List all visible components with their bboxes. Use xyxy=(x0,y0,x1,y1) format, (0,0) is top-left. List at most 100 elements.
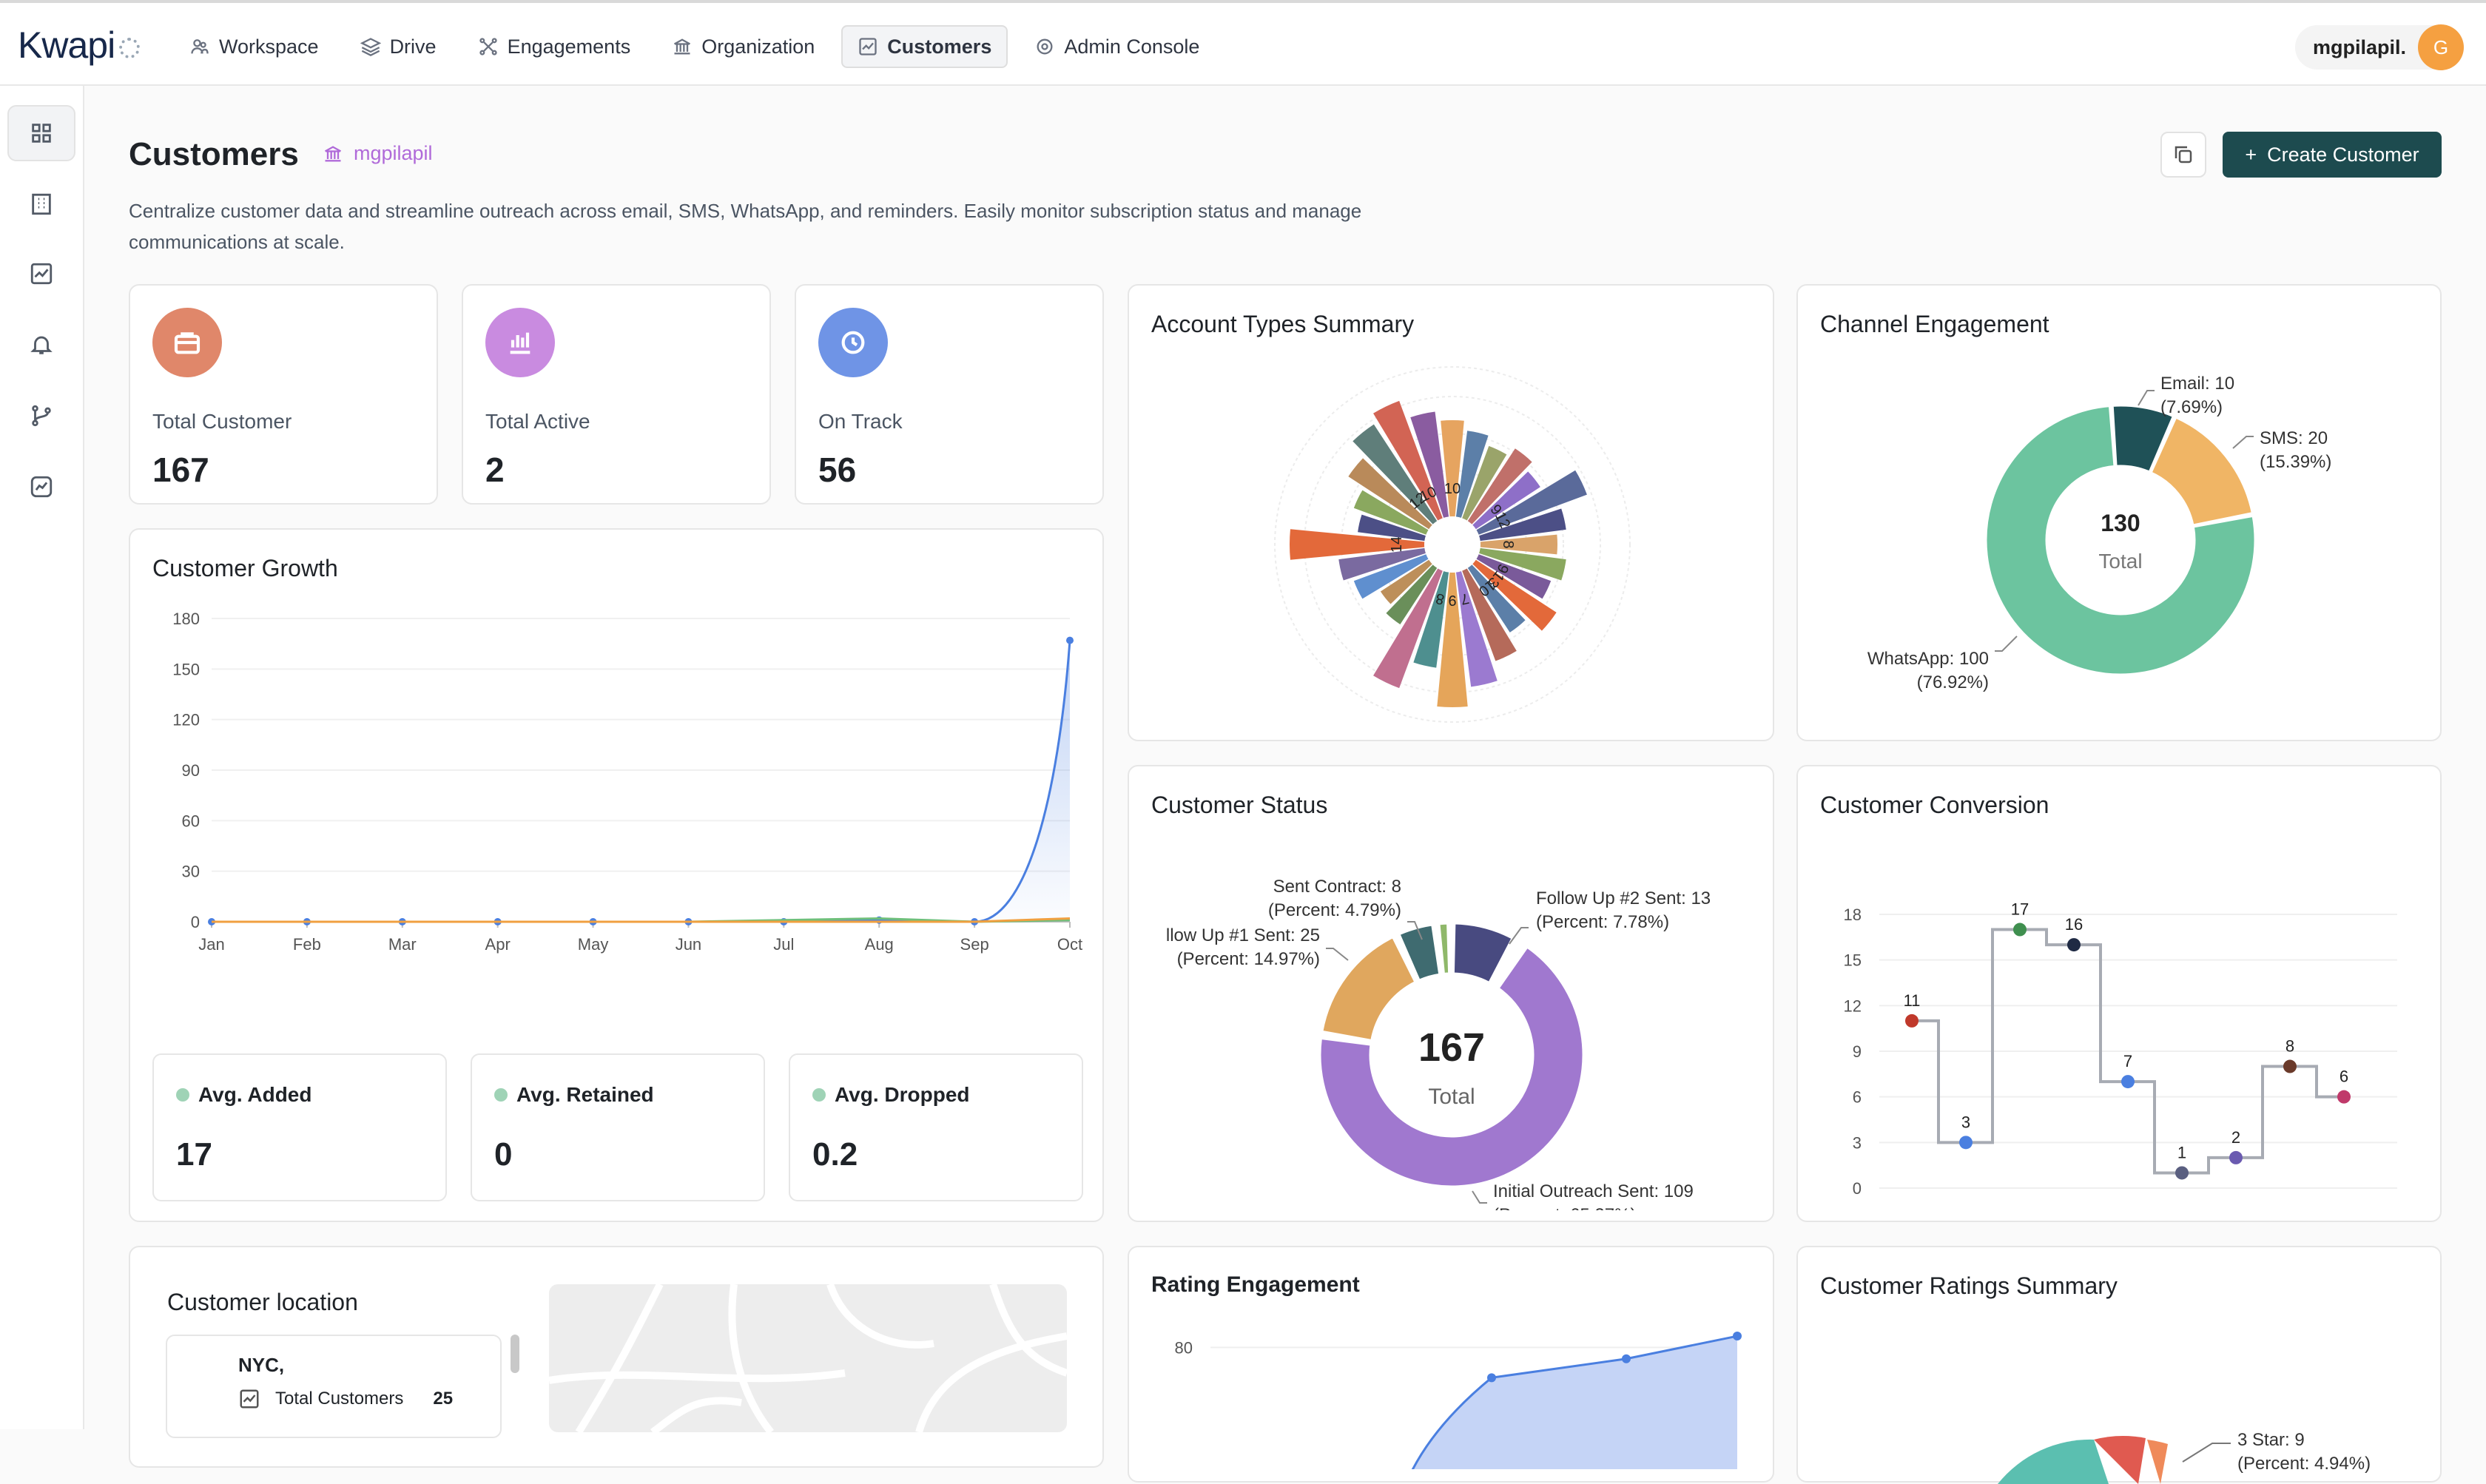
data-point xyxy=(2175,1166,2189,1180)
app-logo[interactable]: Kwapi xyxy=(18,24,141,67)
stat-icon xyxy=(152,308,222,377)
y-tick-label: 3 xyxy=(1853,1133,1862,1152)
location-city: NYC, xyxy=(238,1354,285,1376)
org-link[interactable]: mgpilapil xyxy=(323,142,433,165)
sidebar-dashboard[interactable] xyxy=(7,105,75,161)
sidebar-branches[interactable] xyxy=(7,388,75,444)
polar-bar xyxy=(1353,424,1438,525)
map-view[interactable] xyxy=(549,1284,1067,1432)
clock-icon xyxy=(841,331,865,354)
location-item[interactable]: NYC, Total Customers 25 xyxy=(166,1335,502,1438)
nav-label: Workspace xyxy=(219,35,319,58)
data-label: 7 xyxy=(2123,1052,2132,1070)
polar-bar xyxy=(1455,571,1498,687)
donut-slice xyxy=(1438,922,1451,976)
donut-slice xyxy=(1321,936,1417,1042)
page-title: Customers xyxy=(129,136,299,172)
x-tick-label: Oct xyxy=(1057,935,1082,954)
layers-icon xyxy=(360,38,381,56)
nav-label: Admin Console xyxy=(1064,35,1200,58)
nav-admin-console[interactable]: Admin Console xyxy=(1020,25,1214,68)
data-point xyxy=(2067,938,2081,952)
polar-bar xyxy=(1467,448,1532,525)
slice-pct: (Percent: 14.97%) xyxy=(1177,949,1320,969)
nav-workspace[interactable]: Workspace xyxy=(175,25,334,68)
polar-bar xyxy=(1467,564,1526,633)
polar-bar xyxy=(1386,564,1438,624)
rating-engagement-chart[interactable]: 80 xyxy=(1144,1321,1761,1469)
slice-label: Email: 10 xyxy=(2160,374,2234,394)
nav-drive[interactable]: Drive xyxy=(346,25,451,68)
nav-organization[interactable]: Organization xyxy=(657,25,829,68)
avg-label: Avg. Dropped xyxy=(812,1083,970,1107)
data-point xyxy=(2121,1075,2135,1089)
data-label: 17 xyxy=(2011,900,2029,919)
polar-label: 8 xyxy=(1500,540,1516,548)
avg-label-text: Avg. Dropped xyxy=(835,1083,970,1106)
polar-bar xyxy=(1479,508,1566,542)
status-chart[interactable]: 167 Total Sent Contract: 8 (Percent: 4.79%)… xyxy=(1144,833,1761,1210)
polar-label: 9 xyxy=(1448,592,1456,608)
location-scrollbar[interactable] xyxy=(511,1335,519,1373)
sidebar-notifications[interactable] xyxy=(7,317,75,373)
nav-label: Customers xyxy=(887,35,992,58)
channel-chart[interactable]: 130 Total Email: 10 (7.69%) SMS: 20 (15.39%) W… xyxy=(1828,352,2419,729)
x-tick-label: Apr xyxy=(485,935,511,954)
chart-user-icon xyxy=(240,1389,259,1409)
data-point xyxy=(1959,1136,1973,1150)
create-customer-button[interactable]: + Create Customer xyxy=(2223,132,2442,178)
polar-bar xyxy=(1290,529,1425,560)
data-label: 3 xyxy=(1961,1113,1970,1131)
polar-label: 8 xyxy=(1434,590,1446,607)
label-leader xyxy=(1407,921,1423,940)
y-tick-label: 18 xyxy=(1844,905,1862,924)
polar-ring xyxy=(1274,366,1631,723)
polar-bar xyxy=(1476,470,1587,535)
nav-engagements[interactable]: Engagements xyxy=(463,25,646,68)
legend-dot xyxy=(812,1088,826,1102)
card-title: Customer Growth xyxy=(152,555,338,581)
polar-bar xyxy=(1462,445,1507,521)
customer-conversion-card: Customer Conversion 0 3 6 9 12 15 18 11 3 17 16 7 1 2… xyxy=(1796,765,2442,1222)
plus-icon: + xyxy=(2245,143,2257,166)
polar-bar xyxy=(1373,400,1443,521)
gear-icon xyxy=(1037,38,1053,55)
chart-user-icon xyxy=(859,38,877,55)
data-point xyxy=(2013,923,2027,937)
git-branch-icon xyxy=(32,405,51,427)
polar-bar xyxy=(1479,547,1566,581)
data-point xyxy=(2229,1150,2243,1164)
ratings-summary-chart[interactable]: 3 Star: 9 (Percent: 4.94%) xyxy=(1798,1380,2443,1484)
data-label: 11 xyxy=(1904,991,1921,1010)
slice-pct: (Percent: 7.78%) xyxy=(1536,912,1669,932)
sidebar-analytics[interactable] xyxy=(7,459,75,515)
briefcase-icon xyxy=(174,332,201,354)
bar-chart-icon xyxy=(510,332,530,354)
donut-slice xyxy=(1318,945,1585,1188)
avatar[interactable]: G xyxy=(2418,24,2464,70)
y-tick-label: 30 xyxy=(182,863,200,881)
org-name: mgpilapil xyxy=(354,142,433,164)
customer-location-card: Customer location NYC, Total Customers 2… xyxy=(129,1246,1104,1468)
polar-bar xyxy=(1476,554,1552,599)
series-line xyxy=(212,917,1071,923)
card-title: Customer Conversion xyxy=(1820,792,2049,818)
sidebar-customers[interactable] xyxy=(7,246,75,302)
copy-button[interactable] xyxy=(2160,132,2206,178)
map-roads xyxy=(549,1284,1067,1432)
card-title: Rating Engagement xyxy=(1151,1272,1360,1297)
polar-bar xyxy=(1380,559,1432,604)
stat-label: On Track xyxy=(818,410,903,433)
user-menu[interactable]: mgpilapil. G xyxy=(2294,24,2464,70)
y-tick-label: 80 xyxy=(1175,1338,1193,1357)
growth-chart[interactable]: 0 30 60 90 120 150 180 Jan Feb Mar Apr May Jun Jul Aug… xyxy=(145,596,1092,966)
nav-customers[interactable]: Customers xyxy=(841,25,1008,68)
sidebar-building[interactable] xyxy=(7,176,75,232)
pie-label: 3 Star: 9 xyxy=(2237,1430,2305,1450)
label-leader xyxy=(1509,927,1529,945)
stat-value: 56 xyxy=(818,451,857,489)
donut-slice xyxy=(2111,404,2175,473)
avg-label-text: Avg. Retained xyxy=(516,1083,654,1106)
